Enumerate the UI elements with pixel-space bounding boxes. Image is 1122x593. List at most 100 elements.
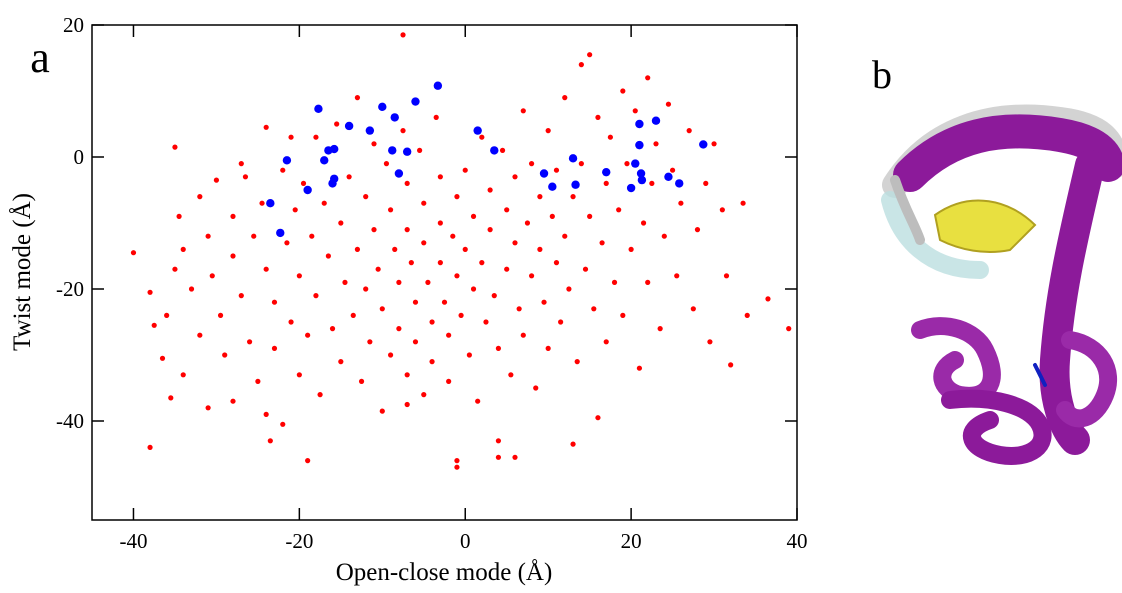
point — [520, 108, 526, 114]
point — [222, 352, 228, 358]
point — [346, 174, 352, 180]
point — [292, 207, 298, 213]
point — [130, 250, 137, 256]
point — [317, 392, 323, 398]
point — [504, 266, 510, 272]
point — [450, 233, 456, 239]
point — [686, 128, 692, 134]
point — [350, 312, 356, 318]
y-tick-label: -40 — [56, 409, 84, 433]
point — [387, 207, 394, 213]
point — [539, 169, 549, 178]
point — [263, 266, 269, 272]
point — [329, 144, 339, 154]
point — [703, 180, 709, 186]
point — [694, 227, 701, 233]
point — [595, 114, 601, 120]
point — [678, 200, 684, 206]
point — [188, 286, 195, 292]
point — [363, 194, 369, 200]
point — [582, 266, 589, 272]
point — [329, 326, 336, 332]
point — [723, 273, 730, 279]
point — [433, 114, 439, 120]
y-tick-label: -20 — [56, 277, 84, 301]
point — [408, 260, 414, 266]
point — [425, 279, 431, 285]
point — [284, 240, 290, 246]
x-tick-label: -20 — [285, 529, 313, 553]
point — [300, 180, 307, 186]
point — [458, 312, 464, 318]
point — [512, 174, 518, 180]
point — [495, 454, 502, 460]
point — [626, 183, 636, 193]
point — [611, 279, 618, 285]
point — [159, 355, 166, 361]
point — [313, 293, 319, 299]
point — [176, 213, 182, 219]
point — [205, 233, 211, 239]
point — [628, 246, 634, 252]
point — [473, 126, 482, 135]
x-tick-label: -40 — [119, 529, 147, 553]
point — [296, 273, 302, 279]
point — [578, 62, 584, 68]
point — [197, 332, 203, 338]
point — [378, 102, 387, 112]
point — [276, 228, 285, 238]
y-tick-label: 0 — [74, 145, 85, 169]
point — [180, 372, 186, 378]
point — [433, 81, 443, 90]
y-axis-label: Twist mode (Å) — [9, 193, 36, 351]
point — [649, 180, 655, 186]
point — [383, 161, 390, 167]
point — [255, 378, 261, 384]
point — [553, 167, 560, 173]
point — [631, 159, 640, 168]
point — [665, 101, 672, 107]
point — [147, 444, 153, 450]
point — [699, 140, 708, 149]
point — [587, 213, 593, 219]
point — [545, 345, 551, 351]
point — [172, 266, 178, 272]
point — [404, 401, 410, 408]
point — [387, 352, 394, 358]
point — [238, 161, 244, 167]
point — [674, 273, 680, 279]
point — [616, 207, 622, 213]
point — [512, 240, 518, 246]
point — [595, 415, 601, 421]
point — [396, 279, 402, 285]
point — [728, 362, 734, 368]
point — [603, 339, 609, 345]
point — [320, 156, 329, 165]
point — [379, 408, 385, 414]
point — [664, 172, 673, 181]
point — [578, 161, 584, 167]
point — [528, 273, 535, 279]
point — [421, 240, 427, 246]
point — [446, 378, 452, 384]
point — [329, 174, 339, 183]
point — [365, 126, 375, 135]
point — [288, 319, 294, 325]
point — [230, 213, 236, 219]
point — [490, 146, 499, 155]
point — [342, 279, 348, 285]
point — [470, 213, 477, 219]
plot-area — [130, 32, 792, 470]
point — [537, 246, 543, 252]
point — [553, 260, 560, 266]
point — [571, 180, 580, 189]
point — [479, 134, 485, 140]
point — [168, 395, 174, 401]
point — [669, 167, 676, 173]
point — [354, 246, 361, 252]
point — [371, 141, 377, 147]
point — [437, 220, 443, 226]
point — [495, 438, 502, 444]
protein-structure — [881, 104, 1122, 465]
